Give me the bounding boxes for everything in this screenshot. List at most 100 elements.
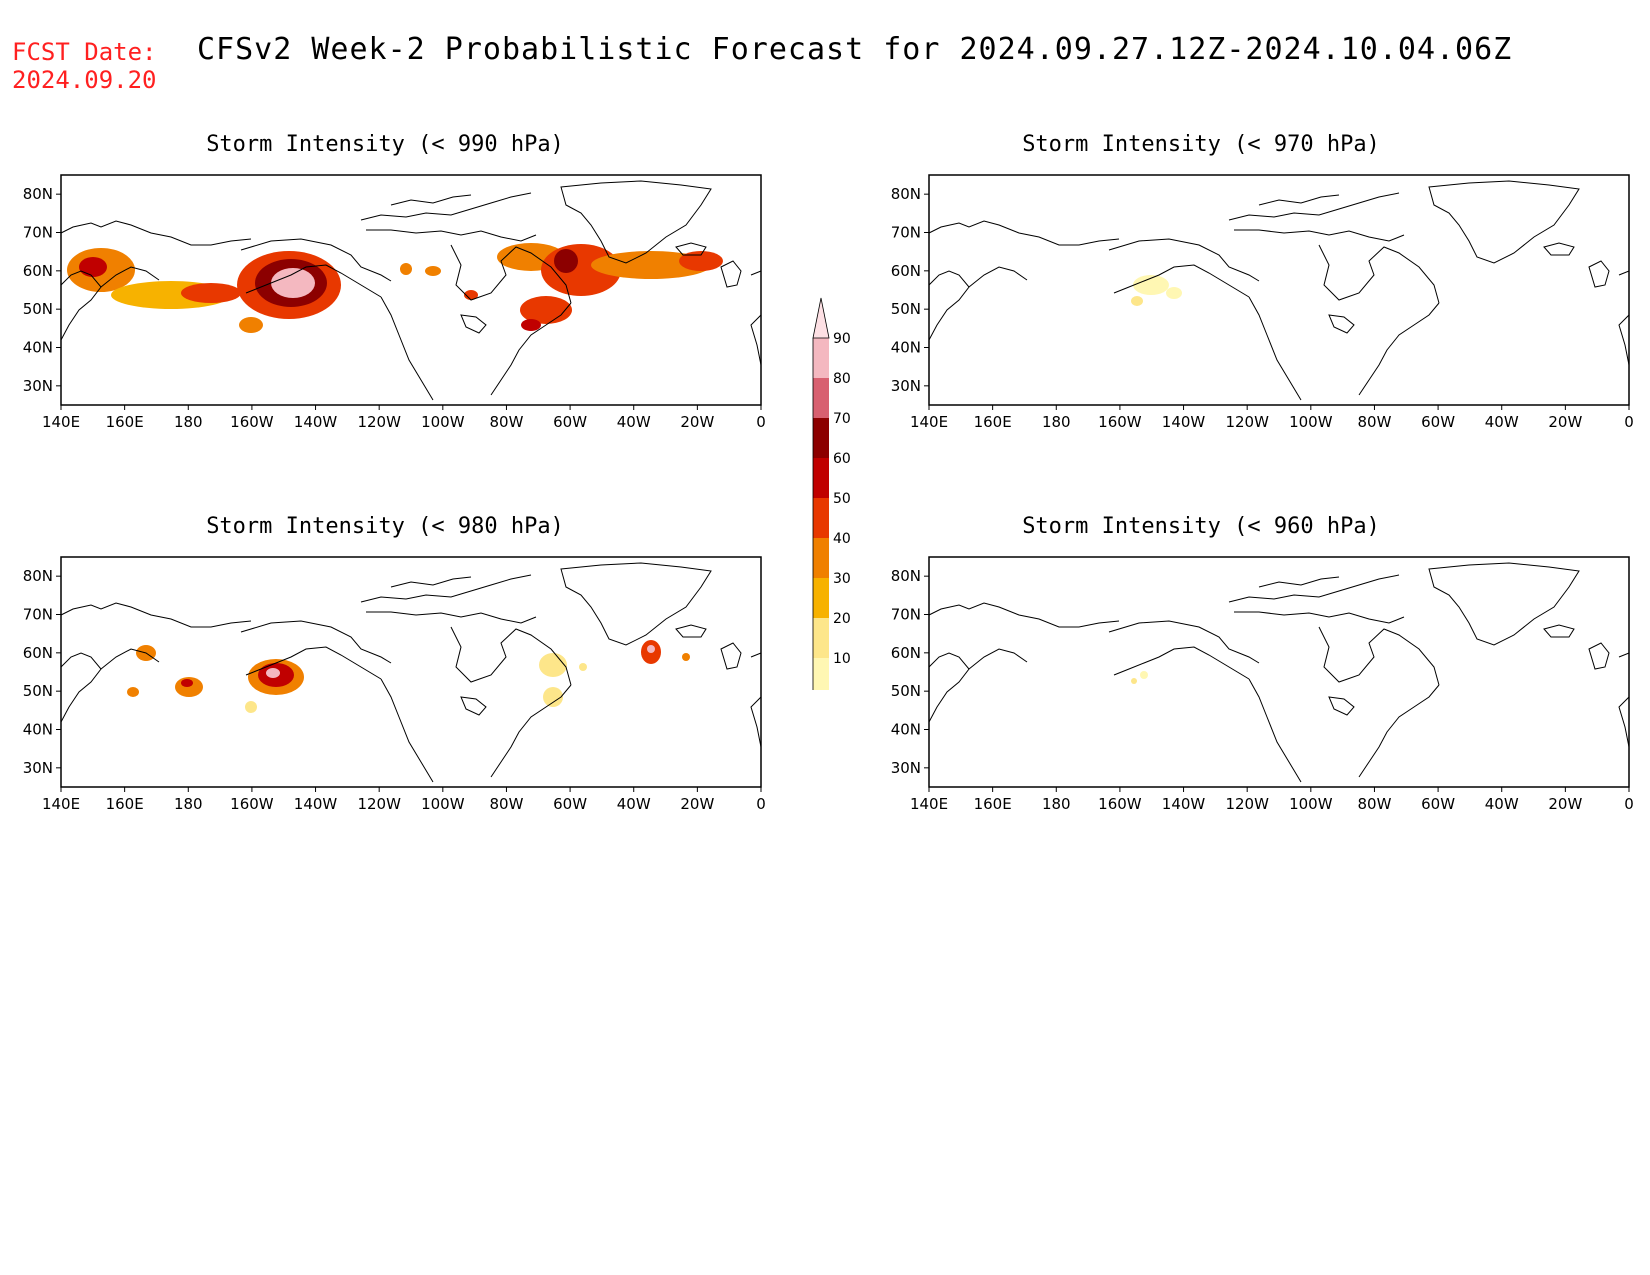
probability-shade	[245, 701, 257, 713]
forecast-date-label: FCST Date:	[12, 38, 157, 66]
coastline	[380, 296, 434, 401]
lon-tick-label: 20W	[680, 795, 714, 813]
coastline	[100, 266, 160, 288]
lat-tick-label: 30N	[891, 377, 921, 395]
coastline-layer	[928, 180, 1630, 401]
map-frame	[928, 556, 1630, 788]
coastline	[1358, 684, 1440, 778]
lat-tick-label: 70N	[891, 606, 921, 624]
probability-shade	[181, 679, 193, 687]
lat-tick-label: 30N	[891, 759, 921, 777]
shading-layer	[127, 640, 690, 713]
coastline	[928, 652, 970, 723]
panel-title-990: Storm Intensity (< 990 hPa)	[206, 132, 564, 157]
lon-tick-label: 0	[756, 413, 766, 431]
probability-shade	[1166, 287, 1182, 299]
lat-tick-label: 60N	[23, 644, 53, 662]
probability-shade	[400, 263, 412, 275]
map-frame	[60, 174, 762, 406]
lat-tick-label: 80N	[891, 185, 921, 203]
colorbar-label: 30	[833, 571, 851, 587]
coastline	[720, 642, 742, 670]
forecast-date-value: 2024.09.20	[12, 66, 157, 94]
colorbar-label: 50	[833, 491, 851, 507]
coastline	[675, 242, 707, 256]
shading-layer	[67, 243, 723, 333]
coastline	[928, 270, 970, 341]
panel-title-980: Storm Intensity (< 980 hPa)	[206, 514, 564, 539]
page-title: CFSv2 Week-2 Probabilistic Forecast for …	[197, 32, 1513, 67]
coastline	[1228, 192, 1400, 221]
colorbar-label: 70	[833, 411, 851, 427]
lat-tick-label: 40N	[891, 339, 921, 357]
lon-tick-label: 60W	[1421, 795, 1455, 813]
lon-tick-label: 180	[1042, 413, 1071, 431]
coastline	[490, 302, 572, 396]
coastline	[1318, 244, 1440, 304]
lon-tick-label: 160W	[1098, 413, 1142, 431]
lon-tick-label: 180	[174, 413, 203, 431]
colorbar-label: 80	[833, 371, 851, 387]
lat-tick-label: 60N	[891, 262, 921, 280]
lon-tick-label: 80W	[1357, 413, 1391, 431]
colorbar-segment	[813, 538, 829, 578]
coastline	[1588, 642, 1610, 670]
lon-tick-label: 20W	[1548, 795, 1582, 813]
lat-tick-label: 80N	[23, 567, 53, 585]
lon-tick-label: 140E	[42, 795, 80, 813]
probability-shade	[647, 645, 655, 653]
coastline	[390, 194, 472, 206]
probability-shade	[1133, 275, 1169, 295]
coastline	[1113, 646, 1250, 680]
lon-tick-label: 0	[756, 795, 766, 813]
lon-tick-label: 140W	[1162, 413, 1206, 431]
lon-tick-label: 40W	[617, 795, 651, 813]
coastline	[1234, 229, 1405, 242]
probability-shade	[239, 317, 263, 333]
lon-tick-label: 20W	[1548, 413, 1582, 431]
probability-shade	[79, 257, 107, 277]
lat-tick-label: 30N	[23, 377, 53, 395]
coastline	[1358, 302, 1440, 396]
probability-shade	[464, 290, 478, 300]
coastline	[1228, 574, 1400, 603]
lat-tick-label: 40N	[23, 721, 53, 739]
map-panel-980: 140E 160E 180 160W 140W 120W 100W 80W 60W 40W 20W 0…	[23, 556, 766, 813]
lon-tick-label: 100W	[421, 795, 465, 813]
coastline	[968, 266, 1028, 288]
probability-shade	[521, 319, 541, 331]
lon-tick-label: 120W	[1225, 795, 1269, 813]
lon-tick-label: 80W	[489, 413, 523, 431]
colorbar-segment	[813, 378, 829, 418]
map-panel-990: 140E 160E 180 160W 140W 120W 100W 80W 60W 40W 20W 0…	[23, 174, 766, 431]
coastline	[1248, 296, 1302, 401]
lon-tick-label: 160W	[1098, 795, 1142, 813]
coastline	[675, 624, 707, 638]
lon-tick-label: 120W	[1225, 413, 1269, 431]
lon-tick-label: 180	[174, 795, 203, 813]
panel-title-960: Storm Intensity (< 960 hPa)	[1022, 514, 1380, 539]
coastline	[60, 602, 252, 628]
lat-tick-label: 70N	[23, 606, 53, 624]
lon-tick-label: 160W	[230, 413, 274, 431]
lon-tick-label: 120W	[357, 795, 401, 813]
lon-tick-label: 60W	[1421, 413, 1455, 431]
colorbar-label: 40	[833, 531, 851, 547]
coastline	[968, 648, 1028, 670]
colorbar-label: 10	[833, 651, 851, 667]
coastline	[1618, 652, 1630, 748]
coastline	[1543, 624, 1575, 638]
coastline	[1108, 238, 1260, 282]
lat-tick-label: 60N	[891, 644, 921, 662]
lon-tick-label: 60W	[553, 795, 587, 813]
lon-tick-label: 140E	[42, 413, 80, 431]
lon-tick-label: 160E	[974, 795, 1012, 813]
colorbar-label: 20	[833, 611, 851, 627]
lon-tick-label: 20W	[680, 413, 714, 431]
probability-shade	[1131, 296, 1143, 306]
lat-tick-label: 80N	[891, 567, 921, 585]
coastline	[60, 652, 102, 723]
lon-tick-label: 100W	[421, 413, 465, 431]
lat-tick-label: 30N	[23, 759, 53, 777]
coastline	[1258, 194, 1340, 206]
